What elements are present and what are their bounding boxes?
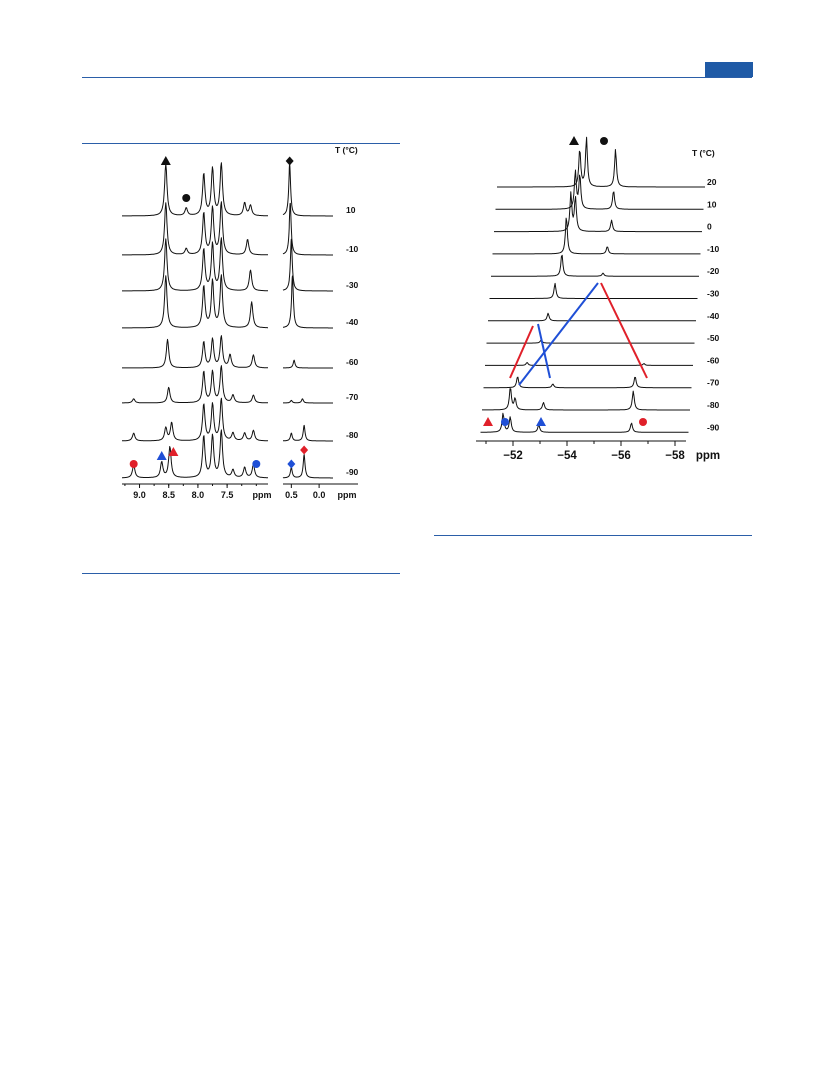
temperature-header-b: T (°C) xyxy=(692,148,715,158)
triangle-marker-b xyxy=(536,417,546,426)
exchange-line-red-right xyxy=(600,282,648,379)
temperature-label-a: -10 xyxy=(346,244,359,254)
spectrum-trace-b xyxy=(480,412,689,433)
triangle-marker-a xyxy=(156,451,167,460)
spectrum-trace-b xyxy=(482,388,690,411)
exchange-line-blue-long xyxy=(518,282,599,386)
exchange-line-red-left xyxy=(509,325,534,379)
circle-marker-b xyxy=(600,137,608,145)
circle-marker-b xyxy=(639,418,647,426)
spectrum-trace-a-left xyxy=(122,237,268,292)
x-tick-label-a-right: 0.5 xyxy=(285,490,298,500)
temperature-label-a: -60 xyxy=(346,357,359,367)
spectrum-trace-a-right xyxy=(282,275,334,329)
spectrum-trace-a-left xyxy=(122,429,268,479)
temperature-label-b: -70 xyxy=(707,378,720,388)
x-axis-label-b: ppm xyxy=(696,450,720,462)
circle-marker-a xyxy=(129,460,138,468)
spectrum-trace-a-left xyxy=(122,365,268,404)
temperature-label-b: -60 xyxy=(707,355,720,365)
spectrum-trace-a-right xyxy=(282,238,334,292)
diamond-marker-a xyxy=(300,445,309,455)
left-figure-top-rule xyxy=(82,143,400,144)
x-tick-label-a-right: 0.0 xyxy=(313,490,326,500)
temperature-label-b: 0 xyxy=(707,222,712,232)
spectrum-trace-a-right xyxy=(282,359,334,369)
spectrum-trace-a-right xyxy=(282,202,334,256)
left-figure-bottom-rule xyxy=(82,573,400,574)
temperature-label-a: -30 xyxy=(346,280,359,290)
spectrum-trace-b xyxy=(497,136,705,188)
triangle-marker-a xyxy=(160,156,171,165)
temperature-label-b: -80 xyxy=(707,400,720,410)
spectrum-trace-a-right xyxy=(282,398,334,404)
temperature-label-b: -30 xyxy=(707,289,720,299)
triangle-marker-b xyxy=(569,136,579,145)
temperature-label-a: -80 xyxy=(346,430,359,440)
spectrum-trace-a-left xyxy=(122,201,268,256)
temperature-label-b: -40 xyxy=(707,311,720,321)
spectrum-trace-a-left xyxy=(122,397,269,442)
circle-marker-a xyxy=(182,194,191,202)
right-figure-bottom-rule xyxy=(434,535,752,536)
diamond-marker-a xyxy=(285,156,294,166)
spectrum-trace-b xyxy=(483,376,692,389)
diamond-marker-a xyxy=(287,459,296,469)
spectrum-trace-b xyxy=(494,191,702,233)
x-tick-label-b: −58 xyxy=(665,450,685,462)
temperature-label-b: -50 xyxy=(707,333,720,343)
spectrum-trace-a-left xyxy=(122,162,268,217)
spectrum-trace-a-right xyxy=(282,424,334,442)
x-tick-label-a: 7.5 xyxy=(221,490,234,500)
header-page-tab xyxy=(705,62,753,77)
triangle-marker-b xyxy=(483,417,493,426)
temperature-label-b: -20 xyxy=(707,266,720,276)
spectrum-trace-a-right xyxy=(282,163,334,217)
temperature-label-b: 20 xyxy=(707,177,717,187)
temperature-label-a: -40 xyxy=(346,317,359,327)
spectrum-trace-b xyxy=(485,362,693,366)
spectrum-trace-a-left xyxy=(122,335,268,369)
x-tick-label-a: 8.0 xyxy=(192,490,205,500)
spectrum-trace-a-left xyxy=(122,274,268,329)
temperature-label-a: -70 xyxy=(346,392,359,402)
spectrum-trace-b xyxy=(495,169,704,210)
circle-marker-b xyxy=(501,418,509,426)
temperature-label-b: -10 xyxy=(707,244,720,254)
temperature-header-a: T (°C) xyxy=(335,145,358,155)
x-tick-label-b: −52 xyxy=(503,450,523,462)
header-rule xyxy=(82,77,752,78)
spectrum-trace-b xyxy=(489,282,698,299)
x-tick-label-b: −56 xyxy=(611,450,631,462)
x-tick-label-a: 8.5 xyxy=(162,490,175,500)
spectrum-trace-b xyxy=(492,217,701,255)
temperature-label-b: 10 xyxy=(707,199,717,209)
spectrum-trace-b xyxy=(488,312,696,322)
exchange-line-blue-short xyxy=(537,323,551,379)
x-tick-label-b: −54 xyxy=(557,450,577,462)
spectrum-trace-b xyxy=(486,339,695,344)
x-axis-label-a-right: ppm xyxy=(338,490,357,500)
temperature-label-a: -90 xyxy=(346,467,359,477)
x-axis-label-a-left: ppm xyxy=(253,490,272,500)
x-tick-label-a: 9.0 xyxy=(133,490,146,500)
temperature-label-b: -90 xyxy=(707,422,720,432)
spectrum-trace-b xyxy=(491,254,699,277)
triangle-marker-a xyxy=(168,447,179,456)
temperature-label-a: 10 xyxy=(346,205,356,215)
circle-marker-a xyxy=(252,460,261,468)
